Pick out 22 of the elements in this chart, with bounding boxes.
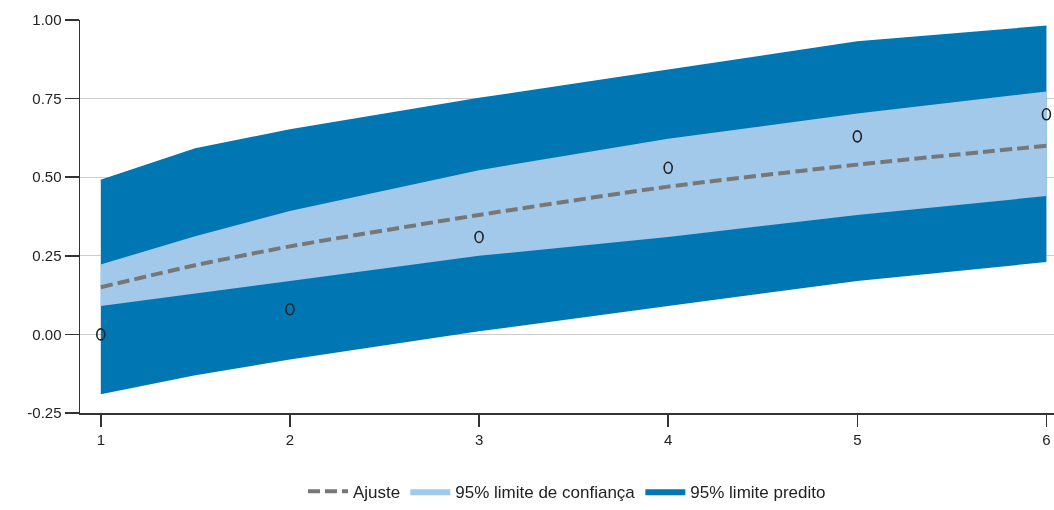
x-tick-label: 2 <box>285 430 295 448</box>
y-tick-label: 1.00 <box>32 11 62 29</box>
y-tick-label: 0.50 <box>32 168 62 186</box>
legend-label: 95% limite de confiança <box>455 482 636 502</box>
x-tick-label: 6 <box>1042 430 1051 448</box>
point <box>663 161 673 175</box>
point <box>474 230 484 244</box>
point <box>1041 108 1052 121</box>
point <box>285 302 295 316</box>
point <box>96 328 106 341</box>
point <box>852 130 863 143</box>
x-tick-label: 4 <box>664 430 673 448</box>
line-series <box>98 143 1049 290</box>
y-tick-label: -0.25 <box>27 404 62 422</box>
x-tick-label: 1 <box>96 430 105 448</box>
legend-label: 95% limite predito <box>690 482 826 502</box>
x-tick-label: 5 <box>853 430 862 448</box>
y-tick-label: 0.75 <box>32 89 62 107</box>
y-tick-label: 0.25 <box>32 247 62 265</box>
legend-label: Ajuste <box>353 482 401 502</box>
x-tick-label: 3 <box>474 430 484 448</box>
y-tick-label: 0.00 <box>32 325 62 343</box>
